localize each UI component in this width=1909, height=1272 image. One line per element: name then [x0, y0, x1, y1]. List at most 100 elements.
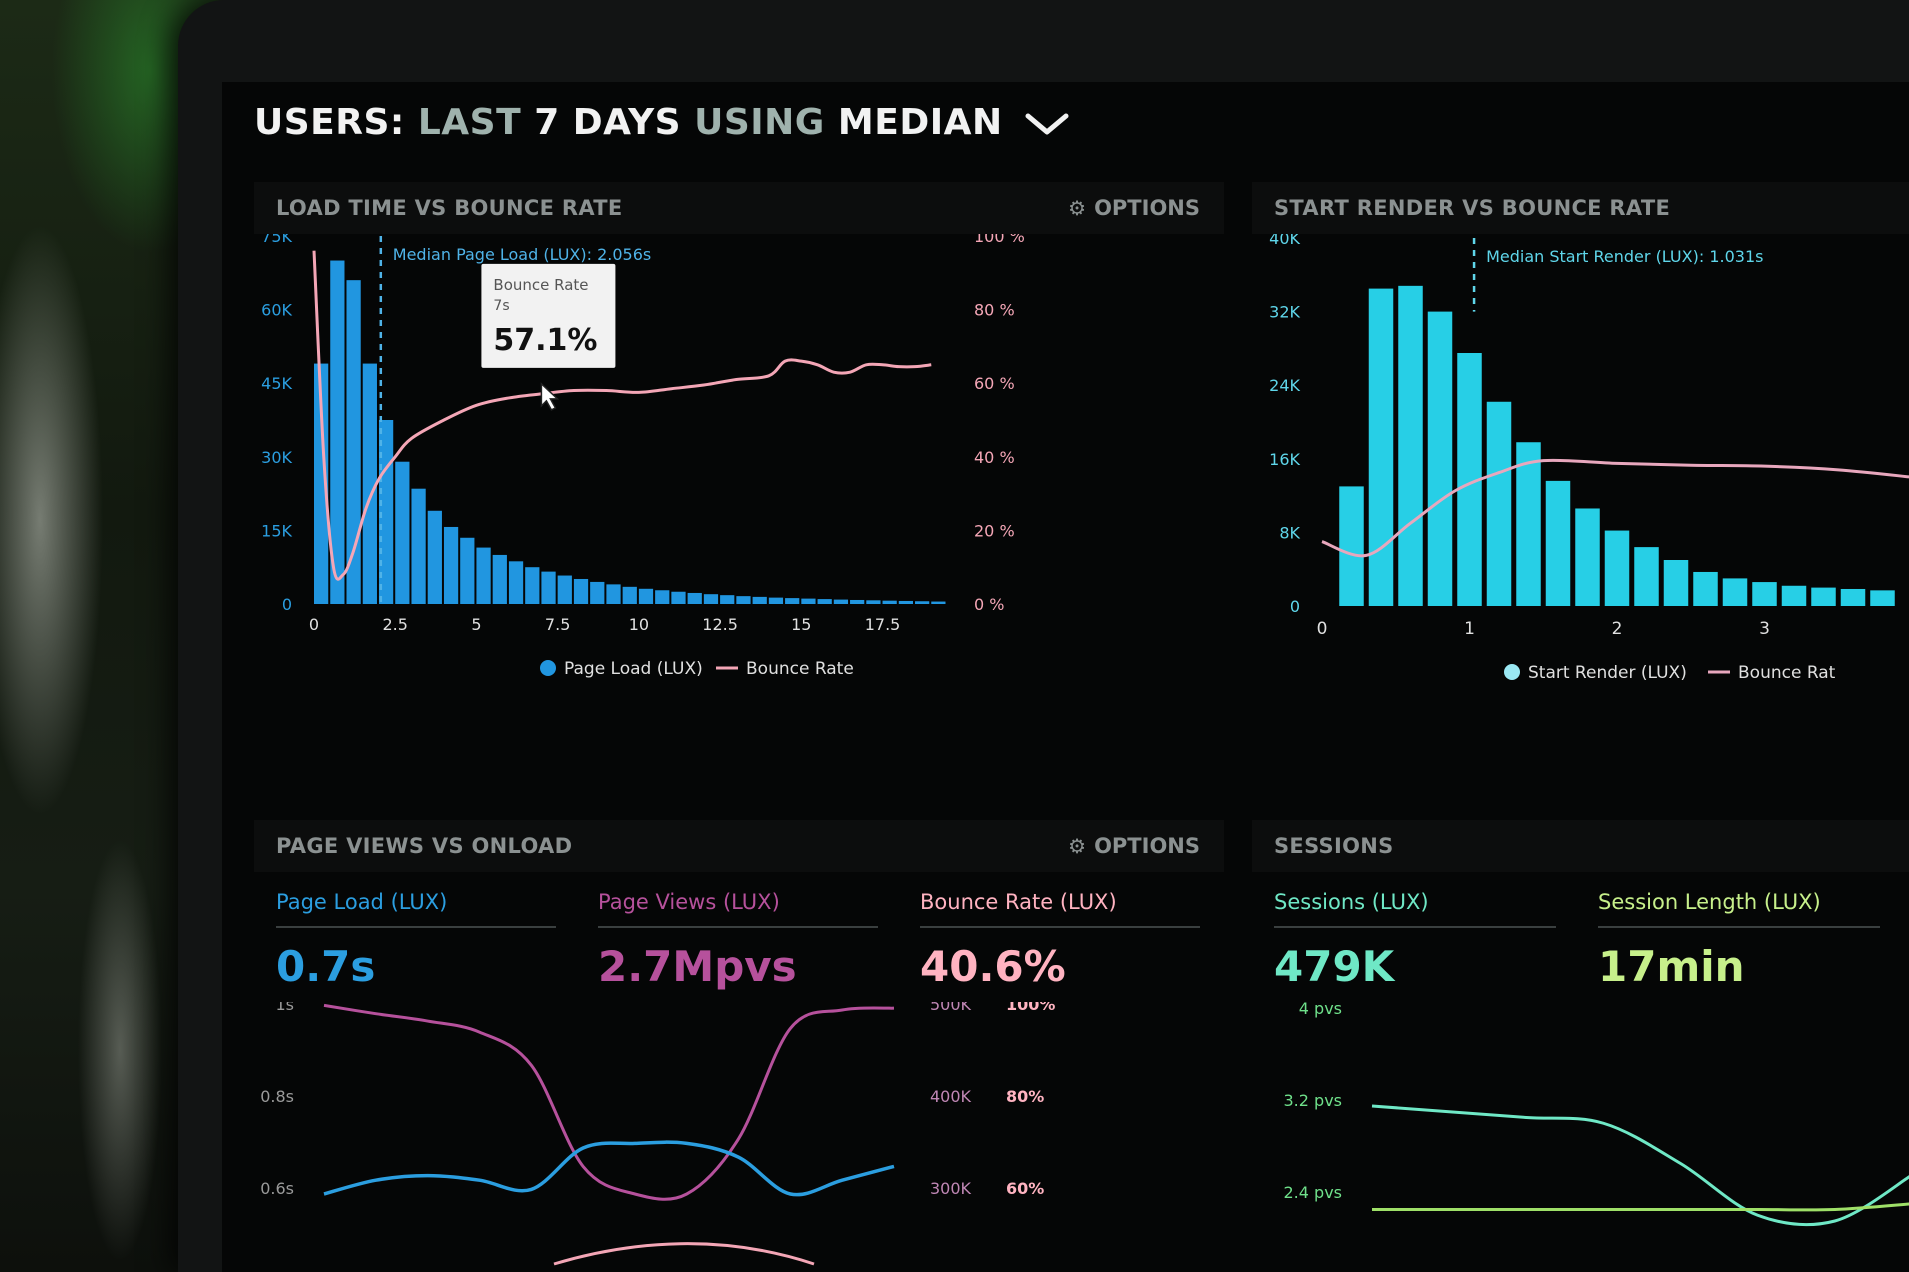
legend-marker	[1504, 664, 1520, 680]
load-time-panel-title: LOAD TIME VS BOUNCE RATE	[254, 182, 1224, 234]
bar	[898, 600, 914, 604]
page-title[interactable]: USERS: LAST 7 DAYS USING MEDIAN	[254, 102, 1070, 143]
bar	[817, 599, 832, 604]
bar	[362, 363, 377, 604]
x-axis-tick-label: 5	[471, 615, 481, 634]
x-axis-tick-label: 1	[1464, 619, 1475, 639]
metric-divider	[920, 926, 1200, 928]
bar	[508, 561, 524, 604]
y-axis-tick-label: 45K	[261, 374, 292, 393]
bar	[1752, 582, 1777, 606]
sessions-panel-title: SESSIONS	[1252, 820, 1909, 872]
bar	[720, 595, 735, 604]
y-axis-right-tick-label: 40 %	[974, 448, 1015, 467]
page-views-line	[323, 1003, 895, 1201]
x-axis-tick-label: 17.5	[865, 615, 901, 634]
bar	[460, 537, 475, 604]
x-axis-tick-label: 0	[1317, 619, 1328, 639]
sessions-line	[1371, 1104, 1909, 1227]
y-axis-right-tick-label: 60%	[1006, 1179, 1044, 1198]
y-axis-right-tick-label: 0 %	[974, 595, 1004, 614]
page-views-options-button[interactable]: ⚙ OPTIONS	[1068, 820, 1200, 872]
load-time-panel: LOAD TIME VS BOUNCE RATE ⚙ OPTIONS 0 15K 3…	[254, 182, 1224, 722]
y-axis-tick-label: 16K	[1269, 450, 1300, 469]
y-axis-tick-label: 32K	[1269, 303, 1300, 322]
bar	[850, 599, 865, 604]
y-axis-right-tick-label: 100 %	[974, 234, 1025, 246]
y-axis-right-tick-label: 100%	[1006, 1002, 1055, 1014]
y-axis-tick-label: 30K	[261, 448, 292, 467]
bar	[1486, 401, 1512, 606]
bar	[606, 584, 621, 604]
x-axis-tick-label: 15	[791, 615, 811, 634]
bar	[395, 461, 410, 604]
page-views-chart: 1s 0.8s 0.6s 500K 400K 300K 100% 80% 60%	[260, 1002, 1055, 1266]
metric-page-views[interactable]: Page Views (LUX) 2.7Mpvs	[598, 890, 878, 991]
metric-bounce-rate[interactable]: Bounce Rate (LUX) 40.6%	[920, 890, 1200, 991]
bounce-rate-line	[553, 1242, 815, 1266]
start-render-title-text: START RENDER VS BOUNCE RATE	[1274, 196, 1671, 220]
legend-label: Start Render (LUX)	[1528, 663, 1687, 683]
y-axis-tick-label: 3.2 pvs	[1284, 1091, 1343, 1110]
metric-divider	[1274, 926, 1556, 928]
load-time-title-text: LOAD TIME VS BOUNCE RATE	[276, 196, 623, 220]
bar	[1398, 285, 1423, 606]
bar	[638, 588, 654, 604]
tooltip-box	[481, 263, 616, 368]
page-views-panel: PAGE VIEWS VS ONLOAD ⚙ OPTIONS Page Load…	[254, 820, 1224, 1272]
metric-divider	[598, 926, 878, 928]
y-axis-right-tick-label: 20 %	[974, 521, 1015, 540]
bar	[314, 363, 329, 604]
metric-label: Session Length (LUX)	[1598, 890, 1821, 914]
x-axis-tick-label: 12.5	[702, 615, 738, 634]
start-render-chart: 0 8K 16K 24K 32K 40K 0 1 2 3 Median Start Render (…	[1269, 234, 1909, 683]
sessions-title-text: SESSIONS	[1274, 834, 1394, 858]
bar	[736, 596, 751, 604]
y-axis-tick-label: 2.4 pvs	[1284, 1183, 1343, 1202]
bar	[768, 597, 784, 604]
y-axis-tick-label: 24K	[1269, 376, 1300, 395]
metric-page-load[interactable]: Page Load (LUX) 0.7s	[276, 890, 556, 991]
bar	[931, 601, 946, 604]
bar	[541, 571, 556, 604]
gear-icon: ⚙	[1068, 834, 1087, 858]
metric-value: 2.7Mpvs	[598, 942, 797, 991]
y-axis-mid-tick-label: 300K	[930, 1179, 972, 1198]
metric-value: 479K	[1274, 942, 1395, 991]
bar	[1870, 590, 1895, 606]
options-label: OPTIONS	[1094, 196, 1200, 220]
bar	[1339, 486, 1364, 606]
bar	[1427, 311, 1453, 606]
bar	[1634, 547, 1659, 606]
bar	[655, 590, 670, 604]
x-axis-tick-label: 2.5	[382, 615, 407, 634]
tooltip-title: Bounce Rate	[493, 276, 588, 294]
metric-value: 40.6%	[920, 942, 1066, 991]
bar	[752, 596, 767, 604]
y-axis-tick-label: 4 pvs	[1299, 1002, 1342, 1018]
title-using: USING	[694, 102, 825, 143]
bar	[411, 488, 426, 604]
chevron-down-icon[interactable]	[1024, 110, 1070, 138]
metric-sessions[interactable]: Sessions (LUX) 479K	[1274, 890, 1556, 991]
bar	[833, 599, 849, 604]
y-axis-tick-label: 15K	[261, 521, 292, 540]
y-axis-tick-label: 40K	[1269, 234, 1300, 248]
metric-divider	[1598, 926, 1880, 928]
y-axis-tick-label: 75K	[261, 234, 292, 246]
bar	[557, 575, 572, 604]
y-axis-tick-label: 0	[1290, 597, 1300, 616]
metric-label: Page Views (LUX)	[598, 890, 780, 914]
title-last: LAST	[417, 102, 522, 143]
legend-marker	[540, 660, 556, 676]
metric-session-length[interactable]: Session Length (LUX) 17min	[1598, 890, 1880, 991]
page-views-panel-title: PAGE VIEWS VS ONLOAD	[254, 820, 1224, 872]
x-axis-tick-label: 2	[1612, 619, 1623, 639]
bar	[915, 601, 930, 604]
load-time-options-button[interactable]: ⚙ OPTIONS	[1068, 182, 1200, 234]
start-render-panel-title: START RENDER VS BOUNCE RATE	[1252, 182, 1909, 234]
title-users: USERS:	[254, 102, 405, 143]
y-axis-tick-label: 0.8s	[260, 1087, 294, 1106]
bar	[346, 280, 361, 604]
bar	[427, 510, 442, 604]
